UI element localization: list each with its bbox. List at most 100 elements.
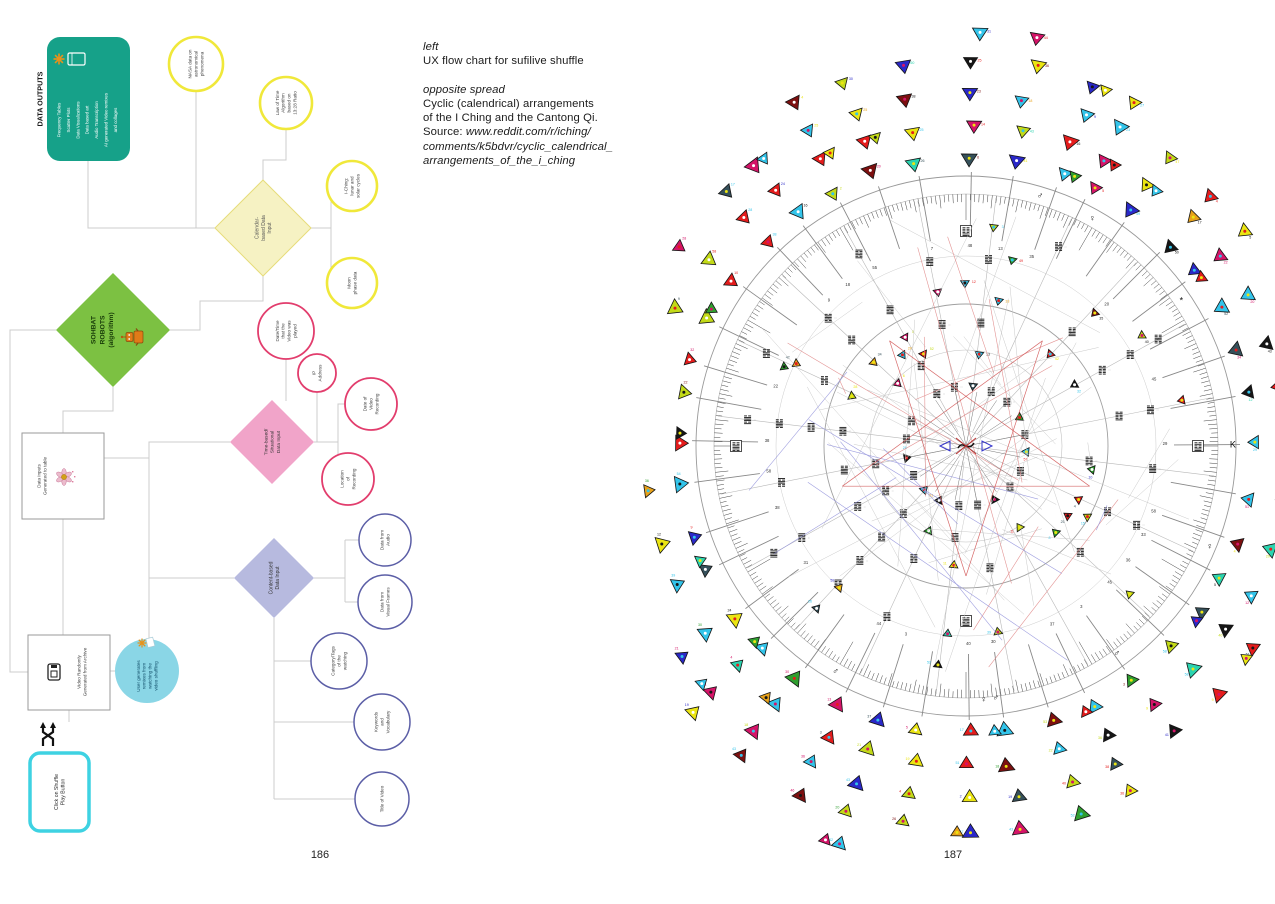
triangle-chain: 512 bbox=[1170, 481, 1275, 509]
svg-text::::: ::: bbox=[927, 364, 930, 368]
datetime-played-circle: Date/Timethat theVideo wasplayed bbox=[257, 302, 315, 360]
svg-text:51: 51 bbox=[1245, 505, 1249, 509]
svg-text:13: 13 bbox=[827, 698, 831, 702]
node-label: User generatesremixes fromwatching thevi… bbox=[136, 660, 159, 692]
svg-text:36: 36 bbox=[1045, 64, 1049, 68]
calendar-diamond: Calendar-based DataInput bbox=[214, 179, 312, 277]
node-label: Data fromAudio bbox=[380, 530, 391, 550]
triangle-chain: 45 58 58 9 bbox=[1107, 580, 1229, 704]
svg-text:20: 20 bbox=[1250, 300, 1254, 304]
caption-source-prefix: Source: bbox=[423, 126, 466, 139]
svg-text:6: 6 bbox=[977, 155, 979, 159]
svg-text:3: 3 bbox=[1080, 604, 1083, 609]
svg-text::::: ::: bbox=[943, 392, 946, 396]
svg-text:16: 16 bbox=[803, 204, 807, 208]
flow-edge bbox=[87, 161, 215, 229]
svg-text:28: 28 bbox=[903, 446, 907, 450]
svg-text:12: 12 bbox=[1245, 601, 1249, 605]
svg-text:31: 31 bbox=[987, 30, 991, 34]
data-outputs-box bbox=[47, 37, 130, 161]
triangle-chain: 5232327 bbox=[1055, 95, 1144, 259]
flower-icon bbox=[56, 468, 76, 486]
data-inputs-rect: Data InputsGenerated to table bbox=[21, 432, 105, 520]
node-label: Data Visualizations bbox=[75, 101, 80, 139]
node-label: Frequency Tables bbox=[57, 102, 62, 137]
svg-text:38: 38 bbox=[1005, 300, 1009, 304]
svg-text:35: 35 bbox=[1099, 316, 1103, 320]
svg-text:33: 33 bbox=[1141, 532, 1146, 537]
svg-text:58: 58 bbox=[712, 249, 716, 253]
svg-text:20: 20 bbox=[1104, 301, 1109, 306]
svg-text:49: 49 bbox=[1019, 259, 1023, 263]
node-label: KeywordsandVocabulary bbox=[374, 710, 391, 733]
svg-text:38: 38 bbox=[775, 505, 780, 510]
triangle-chain: 29 29 bbox=[1163, 434, 1259, 452]
svg-text:♂: ♂ bbox=[1114, 648, 1121, 658]
triangle-chain: 33 5 12 bbox=[1141, 532, 1259, 605]
svg-text:5: 5 bbox=[1214, 583, 1216, 587]
iching-circle: I-Ching:lunar andsolar cycles bbox=[325, 159, 379, 213]
svg-text:26: 26 bbox=[920, 159, 924, 163]
svg-text:16: 16 bbox=[1076, 142, 1080, 146]
tick-ring bbox=[714, 194, 1218, 698]
svg-text:4: 4 bbox=[1216, 200, 1218, 204]
triangle-chain: 48 6 14 23 25 31 bbox=[960, 27, 991, 248]
title-video-circle: Title of Video bbox=[354, 771, 410, 827]
flow-edge bbox=[262, 129, 287, 181]
svg-text:25: 25 bbox=[920, 128, 924, 132]
svg-text:39: 39 bbox=[671, 573, 675, 577]
svg-text:43: 43 bbox=[1268, 349, 1272, 353]
svg-text:41: 41 bbox=[1023, 159, 1027, 163]
svg-text::::: ::: bbox=[960, 385, 963, 389]
svg-text:♀: ♀ bbox=[1089, 213, 1096, 223]
node-label: DATA OUTPUTS bbox=[36, 71, 45, 126]
chords bbox=[748, 216, 1190, 672]
svg-text:15: 15 bbox=[1081, 521, 1085, 525]
laptop-icon bbox=[53, 52, 86, 66]
svg-text:12: 12 bbox=[657, 532, 661, 536]
svg-text:2: 2 bbox=[960, 795, 962, 799]
svg-text:24: 24 bbox=[781, 182, 785, 186]
svg-text::::: ::: bbox=[808, 536, 811, 540]
triangle-chain: 9 38 28 17 bbox=[717, 182, 831, 303]
svg-text:3: 3 bbox=[820, 731, 822, 735]
svg-text:53: 53 bbox=[1043, 720, 1047, 724]
svg-text:34: 34 bbox=[878, 353, 882, 357]
svg-text:12: 12 bbox=[972, 280, 976, 284]
svg-text:♂: ♂ bbox=[1037, 190, 1044, 200]
svg-text:6: 6 bbox=[903, 374, 905, 378]
svg-text:54: 54 bbox=[677, 472, 681, 476]
red-star bbox=[842, 340, 1090, 577]
svg-text::::: ::: bbox=[1156, 408, 1159, 412]
svg-text:18: 18 bbox=[845, 282, 850, 287]
svg-text:4: 4 bbox=[730, 656, 732, 660]
svg-text:4: 4 bbox=[1074, 505, 1076, 509]
svg-text:43: 43 bbox=[1009, 828, 1013, 832]
svg-text:36: 36 bbox=[1120, 792, 1124, 796]
page-number-right: 187 bbox=[943, 849, 963, 861]
svg-text:19: 19 bbox=[685, 703, 689, 707]
sun-document-icon bbox=[137, 636, 156, 649]
svg-text:4: 4 bbox=[801, 95, 803, 99]
data-visual-circle: Data fromVisual Frames bbox=[357, 574, 413, 630]
svg-text:3: 3 bbox=[905, 632, 908, 637]
svg-text:9: 9 bbox=[828, 298, 831, 303]
node-label: NASA data onastronomicalphenomena bbox=[188, 49, 205, 78]
triangle-chain: 44 13 3 36 46 bbox=[790, 621, 882, 803]
node-label: Click on ShufflePlay Button bbox=[54, 774, 67, 810]
svg-text::::: ::: bbox=[1065, 244, 1068, 248]
svg-text:37: 37 bbox=[1050, 621, 1055, 626]
svg-text:3: 3 bbox=[1002, 225, 1004, 229]
svg-text:K: K bbox=[1230, 439, 1236, 449]
node-label: Calendar-based DataInput bbox=[254, 215, 273, 241]
svg-text:29: 29 bbox=[1163, 441, 1168, 446]
svg-text:21: 21 bbox=[857, 743, 861, 747]
location-circle: LocationofRecording bbox=[321, 452, 375, 506]
svg-text::::: ::: bbox=[864, 504, 867, 508]
svg-text::::: ::: bbox=[1159, 467, 1162, 471]
svg-text:43: 43 bbox=[1030, 129, 1034, 133]
svg-text:17: 17 bbox=[731, 182, 735, 186]
svg-text:20: 20 bbox=[877, 164, 881, 168]
